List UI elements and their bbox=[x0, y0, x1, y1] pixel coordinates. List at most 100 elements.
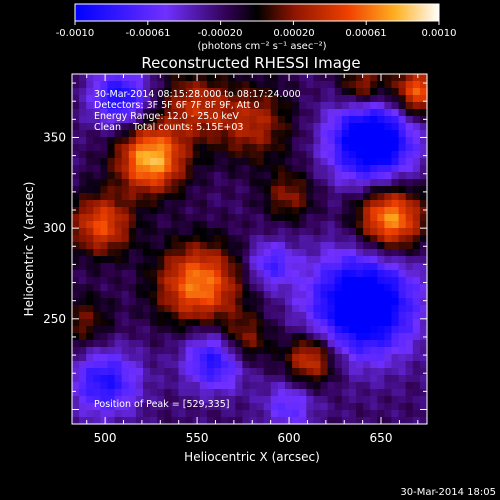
heatmap-cell bbox=[270, 200, 279, 208]
heatmap-cell bbox=[228, 165, 236, 173]
heatmap-cell bbox=[171, 305, 180, 313]
heatmap-cell bbox=[157, 186, 165, 194]
heatmap-cell bbox=[72, 305, 80, 313]
heatmap-cell bbox=[419, 81, 428, 89]
heatmap-cell bbox=[143, 263, 151, 271]
heatmap-cell bbox=[79, 270, 87, 278]
heatmap-cell bbox=[292, 179, 300, 187]
heatmap-cell bbox=[228, 186, 236, 194]
heatmap-cell bbox=[370, 179, 378, 187]
heatmap-cell bbox=[221, 410, 229, 418]
heatmap-cell bbox=[242, 95, 251, 103]
heatmap-cell bbox=[384, 249, 393, 257]
heatmap-cell bbox=[178, 256, 187, 264]
heatmap-cell bbox=[398, 235, 407, 243]
heatmap-cell bbox=[164, 340, 172, 348]
heatmap-cell bbox=[221, 165, 229, 173]
heatmap-cell bbox=[391, 375, 400, 383]
heatmap-cell bbox=[171, 389, 180, 397]
heatmap-cell bbox=[228, 235, 236, 243]
heatmap-cell bbox=[327, 375, 336, 383]
heatmap-cell bbox=[334, 116, 343, 124]
heatmap-cell bbox=[334, 158, 343, 166]
heatmap-cell bbox=[107, 298, 116, 306]
heatmap-cell bbox=[121, 396, 130, 404]
heatmap-cell bbox=[242, 312, 251, 320]
heatmap-cell bbox=[135, 221, 144, 229]
heatmap-cell bbox=[263, 410, 272, 418]
heatmap-cell bbox=[214, 375, 222, 383]
heatmap-cell bbox=[157, 137, 165, 145]
heatmap-cell bbox=[157, 354, 165, 362]
heatmap-cell bbox=[377, 389, 385, 397]
heatmap-cell bbox=[178, 81, 187, 89]
heatmap-cell bbox=[150, 291, 158, 299]
heatmap-cell bbox=[313, 123, 322, 131]
x-tick-label: 500 bbox=[94, 431, 117, 445]
heatmap-cell bbox=[107, 319, 116, 327]
heatmap-cell bbox=[86, 354, 94, 362]
heatmap-cell bbox=[348, 186, 357, 194]
heatmap-cell bbox=[185, 221, 194, 229]
heatmap-cell bbox=[412, 368, 421, 376]
heatmap-cell bbox=[405, 228, 414, 236]
heatmap-cell bbox=[114, 74, 123, 82]
heatmap-cell bbox=[79, 109, 87, 117]
heatmap-cell bbox=[377, 151, 385, 159]
heatmap-cell bbox=[72, 270, 80, 278]
heatmap-cell bbox=[192, 284, 201, 292]
heatmap-cell bbox=[292, 102, 300, 110]
heatmap-cell bbox=[270, 88, 279, 96]
heatmap-cell bbox=[334, 109, 343, 117]
heatmap-cell bbox=[356, 228, 364, 236]
heatmap-cell bbox=[164, 270, 172, 278]
heatmap-cell bbox=[334, 144, 343, 152]
heatmap-cell bbox=[405, 221, 414, 229]
heatmap-cell bbox=[72, 144, 80, 152]
heatmap-cell bbox=[391, 396, 400, 404]
heatmap-cell bbox=[341, 137, 350, 145]
heatmap-cell bbox=[370, 298, 378, 306]
heatmap-cell bbox=[107, 235, 116, 243]
heatmap-cell bbox=[143, 102, 151, 110]
heatmap-cell bbox=[327, 228, 336, 236]
heatmap-cell bbox=[356, 74, 364, 82]
heatmap-cell bbox=[107, 158, 116, 166]
heatmap-cell bbox=[192, 347, 201, 355]
heatmap-cell bbox=[121, 375, 130, 383]
heatmap-cell bbox=[79, 130, 87, 138]
heatmap-cell bbox=[192, 186, 201, 194]
heatmap-cell bbox=[292, 389, 300, 397]
heatmap-cell bbox=[150, 277, 158, 285]
heatmap-cell bbox=[150, 305, 158, 313]
heatmap-cell bbox=[391, 382, 400, 390]
heatmap-cell bbox=[221, 368, 229, 376]
heatmap-cell bbox=[93, 305, 101, 313]
heatmap-cell bbox=[398, 263, 407, 271]
heatmap-cell bbox=[299, 109, 307, 117]
heatmap-cell bbox=[419, 382, 428, 390]
heatmap-cell bbox=[93, 417, 101, 425]
heatmap-cell bbox=[263, 326, 272, 334]
heatmap-cell bbox=[327, 277, 336, 285]
heatmap-cell bbox=[277, 221, 286, 229]
heatmap-cell bbox=[327, 333, 336, 341]
heatmap-cell bbox=[249, 116, 258, 124]
heatmap-cell bbox=[199, 200, 208, 208]
heatmap-cell bbox=[249, 102, 258, 110]
heatmap-cell bbox=[377, 277, 385, 285]
heatmap-cell bbox=[348, 158, 357, 166]
heatmap-cell bbox=[228, 123, 236, 131]
heatmap-cell bbox=[256, 410, 265, 418]
heatmap-cell bbox=[249, 137, 258, 145]
heatmap-cell bbox=[270, 179, 279, 187]
heatmap-cell bbox=[157, 368, 165, 376]
heatmap-cell bbox=[356, 375, 364, 383]
heatmap-cell bbox=[185, 256, 194, 264]
heatmap-cell bbox=[306, 74, 314, 82]
heatmap-cell bbox=[214, 207, 222, 215]
heatmap-cell bbox=[405, 319, 414, 327]
heatmap-cell bbox=[398, 165, 407, 173]
heatmap-cell bbox=[157, 151, 165, 159]
heatmap-cell bbox=[384, 200, 393, 208]
